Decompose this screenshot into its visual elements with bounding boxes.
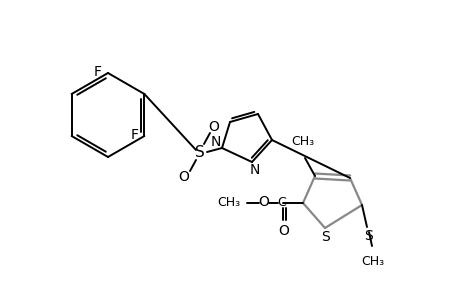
Text: O: O [258,195,269,209]
Text: CH₃: CH₃ [216,196,240,209]
Text: N: N [210,135,221,149]
Text: CH₃: CH₃ [361,255,384,268]
Text: O: O [208,120,219,134]
Text: CH₃: CH₃ [291,135,314,148]
Text: F: F [130,128,138,142]
Text: O: O [178,170,189,184]
Text: C: C [277,196,286,208]
Text: O: O [278,224,289,238]
Text: N: N [249,163,260,177]
Text: S: S [321,230,330,244]
Text: S: S [364,229,373,243]
Text: F: F [94,65,102,79]
Text: S: S [195,145,204,160]
